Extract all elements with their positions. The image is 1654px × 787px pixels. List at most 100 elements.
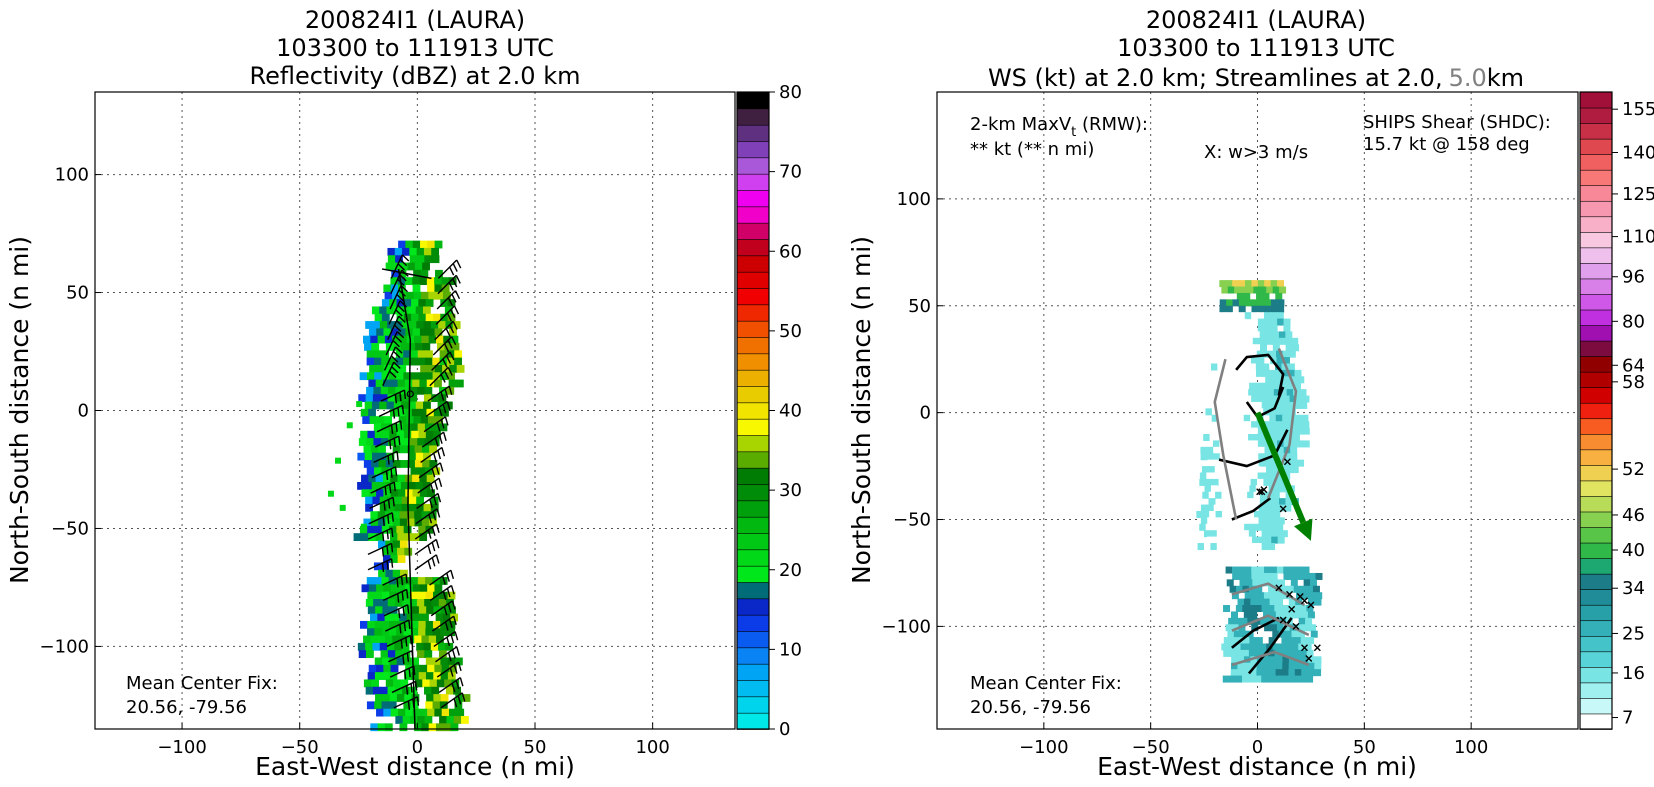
reflectivity-cell: [421, 511, 430, 520]
windspeed-cell: [1224, 350, 1232, 358]
reflectivity-cell: [409, 247, 418, 256]
reflectivity-cell: [397, 277, 406, 286]
reflectivity-cell: [379, 452, 388, 461]
windspeed-cell: [1244, 472, 1252, 480]
windspeed-cell: [1264, 280, 1272, 288]
windspeed-cell: [1251, 318, 1259, 326]
reflectivity-cell: [383, 584, 392, 593]
reflectivity-cell: [373, 423, 382, 432]
reflectivity-cell: [432, 313, 441, 322]
wind-barb-flag: [392, 409, 396, 419]
windspeed-cell: [1222, 434, 1230, 442]
windspeed-cell: [1266, 331, 1274, 339]
wind-barb-flag: [408, 620, 411, 630]
windspeed-cell: [1208, 466, 1216, 474]
windspeed-cell: [1223, 530, 1231, 538]
reflectivity-cell: [408, 496, 417, 505]
y-tick-label: −100: [40, 636, 89, 657]
reflectivity-cell: [386, 452, 395, 461]
windspeed-cell: [1289, 427, 1297, 435]
windspeed-cell: [1293, 585, 1301, 593]
windspeed-cell: [1285, 331, 1293, 339]
reflectivity-cell: [412, 489, 421, 498]
colorbar-tick-label: 10: [779, 639, 802, 660]
windspeed-cell: [1299, 389, 1307, 397]
windspeed-cell: [1250, 478, 1258, 486]
wind-barb-flag: [396, 578, 399, 588]
windspeed-cell: [1272, 643, 1280, 651]
windspeed-cell: [1307, 611, 1315, 619]
reflectivity-cell: [422, 679, 431, 688]
reflectivity-cell: [414, 335, 422, 344]
windspeed-cell: [1275, 598, 1283, 606]
reflectivity-cell: [404, 408, 413, 417]
windspeed-cell: [1262, 369, 1270, 377]
windspeed-cell: [1277, 579, 1285, 587]
reflectivity-cell: [430, 642, 439, 651]
windspeed-cell: [1225, 566, 1233, 574]
windspeed-cell: [1225, 305, 1233, 313]
updraft-x-marker: [1307, 601, 1315, 609]
reflectivity-cell: [366, 350, 375, 359]
wind-barb-flag: [387, 514, 390, 524]
windspeed-cell: [1301, 669, 1309, 677]
reflectivity-cell: [383, 555, 391, 563]
reflectivity-cell: [374, 577, 382, 585]
windspeed-cell: [1219, 427, 1227, 435]
reflectivity-cell: [327, 490, 334, 497]
reflectivity-cell: [363, 335, 371, 344]
reflectivity-cell: [404, 547, 413, 556]
windspeed-cell: [1269, 414, 1277, 422]
wind-barb-flag: [396, 320, 404, 328]
windspeed-cell: [1261, 401, 1269, 409]
reflectivity-cell: [400, 460, 409, 468]
colorbar-segment: [736, 451, 770, 469]
reflectivity-cell: [387, 642, 395, 651]
windspeed-cell: [1204, 485, 1212, 493]
reflectivity-cell: [371, 306, 380, 315]
reflectivity-cell: [373, 386, 382, 395]
colorbar-segment: [1579, 340, 1613, 357]
wind-barb-flag: [454, 631, 459, 641]
windspeed-cell: [1272, 331, 1280, 339]
reflectivity-cell: [432, 628, 441, 637]
wind-barb-staff: [368, 512, 393, 525]
y-tick-label: 50: [908, 296, 931, 317]
windspeed-cell: [1282, 669, 1290, 677]
wind-barb-staff: [383, 604, 409, 617]
reflectivity-cell: [436, 679, 445, 688]
windspeed-cell: [1284, 459, 1292, 467]
windspeed-cell: [1268, 369, 1276, 377]
windspeed-cell: [1205, 478, 1213, 486]
colorbar-segment: [736, 124, 770, 142]
windspeed-cell: [1199, 478, 1207, 486]
wind-barb-flag: [436, 508, 441, 518]
windspeed-cell: [1227, 643, 1235, 651]
reflectivity-cell: [395, 255, 403, 264]
reflectivity-cell: [376, 664, 384, 673]
reflectivity-cell: [389, 547, 398, 556]
wind-barb-staff: [390, 269, 403, 295]
colorbar-segment: [1579, 138, 1613, 155]
wind-barb-staff: [437, 274, 457, 295]
wind-barb-flag: [400, 284, 409, 293]
wind-barb-flag: [405, 685, 409, 695]
reflectivity-cell: [417, 650, 425, 659]
colorbar-segment: [1579, 386, 1613, 404]
reflectivity-cell: [381, 525, 390, 534]
windspeed-cell: [1225, 472, 1233, 480]
windspeed-cell: [1244, 280, 1252, 288]
reflectivity-cell: [462, 694, 471, 702]
windspeed-cell: [1227, 337, 1235, 345]
windspeed-cell: [1251, 440, 1259, 448]
reflectivity-cell: [398, 269, 407, 278]
windspeed-cell: [1270, 421, 1278, 429]
reflectivity-cell: [412, 664, 421, 673]
wind-barb-flag: [442, 591, 447, 601]
wind-barb-staff: [429, 366, 449, 387]
windspeed-cell: [1232, 427, 1240, 435]
reflectivity-cell: [381, 299, 390, 307]
colorbar-segment: [736, 467, 770, 485]
reflectivity-cell: [387, 503, 395, 512]
windspeed-cell: [1223, 485, 1231, 493]
